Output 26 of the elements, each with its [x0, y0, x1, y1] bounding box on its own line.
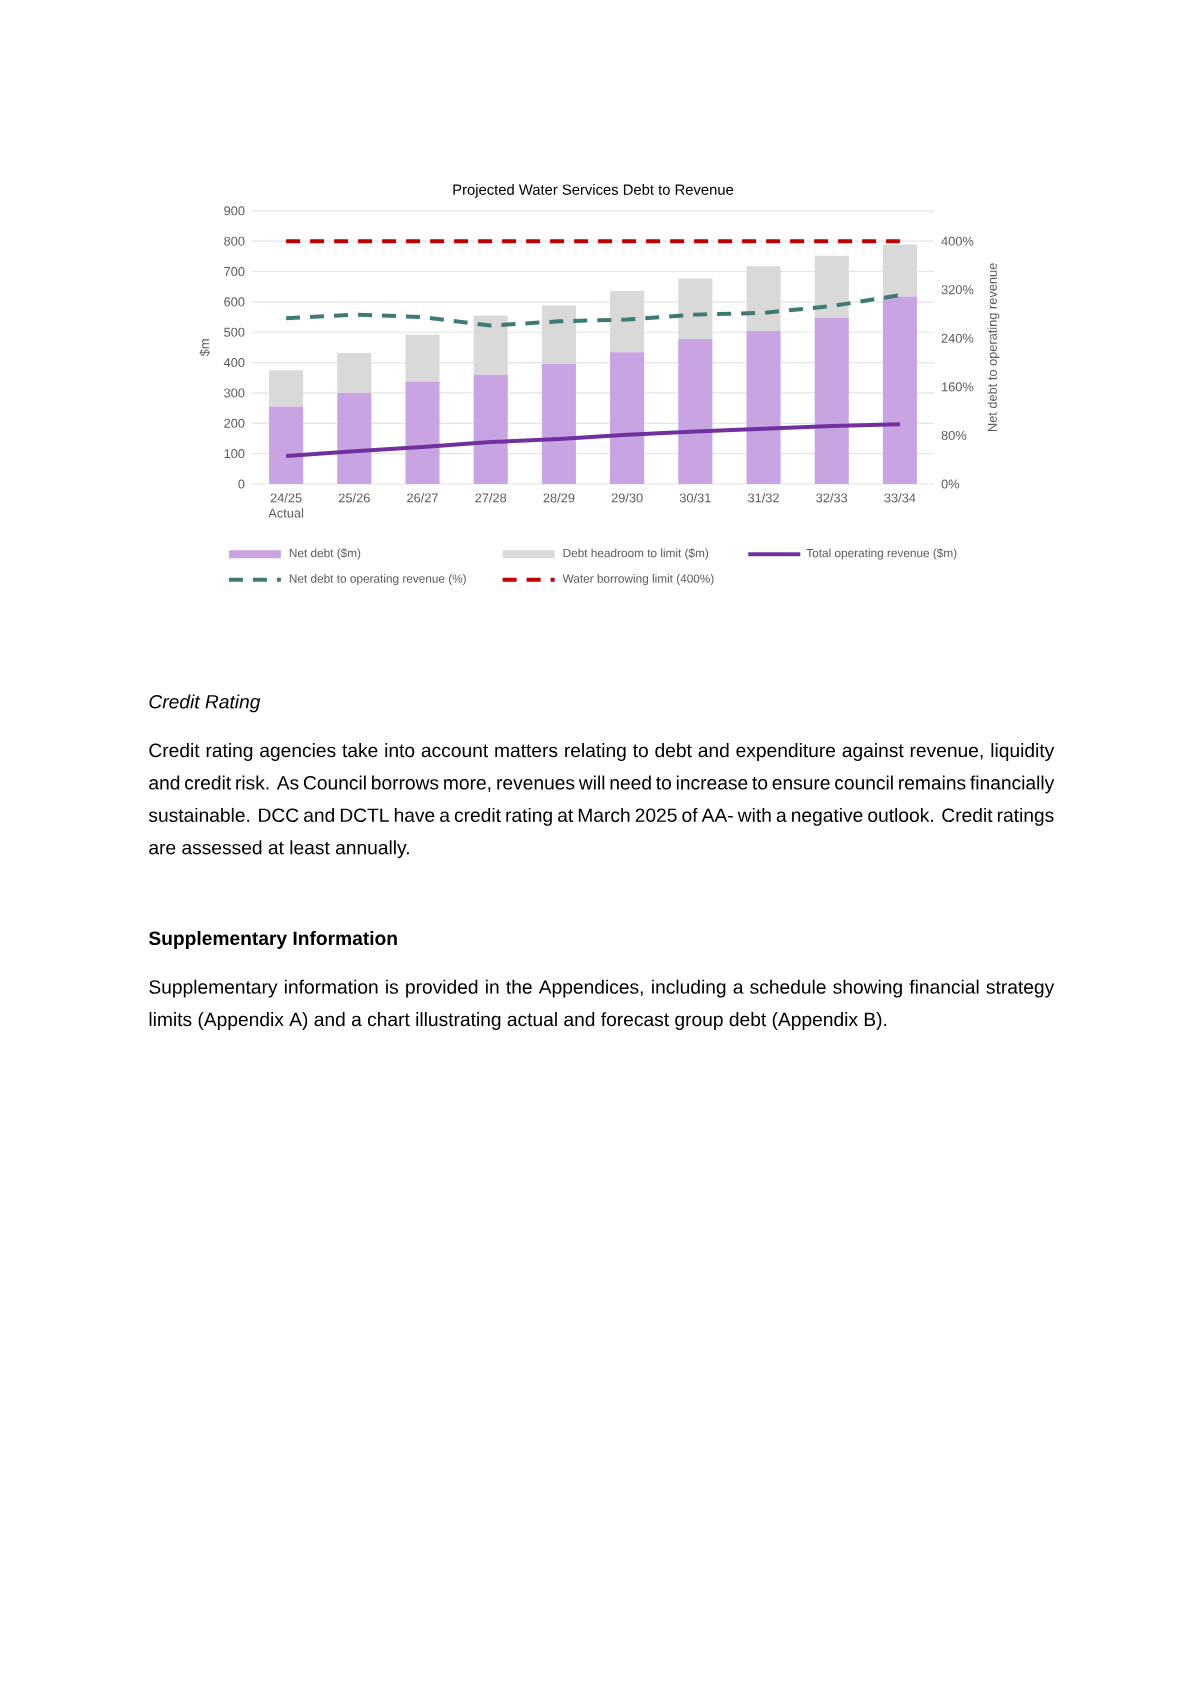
text: Supplementary Information — [148, 931, 397, 949]
bar — [678, 338, 713, 485]
bar — [541, 305, 576, 365]
bar — [269, 370, 304, 407]
bar — [337, 352, 372, 393]
bar — [882, 244, 917, 297]
bar — [814, 255, 849, 318]
bar — [746, 266, 781, 332]
bar — [746, 331, 781, 485]
bar — [473, 315, 508, 375]
line-series — [284, 422, 902, 459]
bar — [678, 278, 713, 339]
bar — [814, 317, 849, 485]
bar — [337, 392, 372, 485]
bar — [405, 381, 440, 485]
bar — [610, 290, 645, 353]
bar — [269, 406, 304, 485]
text: Credit Rating — [149, 694, 261, 713]
bar — [882, 296, 917, 485]
bar — [473, 374, 508, 485]
line-series — [284, 293, 902, 328]
bar — [541, 364, 576, 485]
text: Credit rating agencies take into account matters relating to debt and expenditure against revenue, liquidity and credit risk. As Council borrows more, revenues will need to increase to ensure council remains financially sustainable. DCC and DCTL have a credit rating at March 2025 of AA- with a negative outlook. Credit ratings are assessed at least annually. — [148, 743, 1055, 859]
bar — [405, 334, 440, 382]
bar — [610, 352, 645, 485]
text: Supplementary information is provided in the Appendices, including a schedule showing financial strategy limits (Appendix A) and a chart illustrating actual and forecast group debt (Appendix B). — [149, 979, 1055, 1030]
